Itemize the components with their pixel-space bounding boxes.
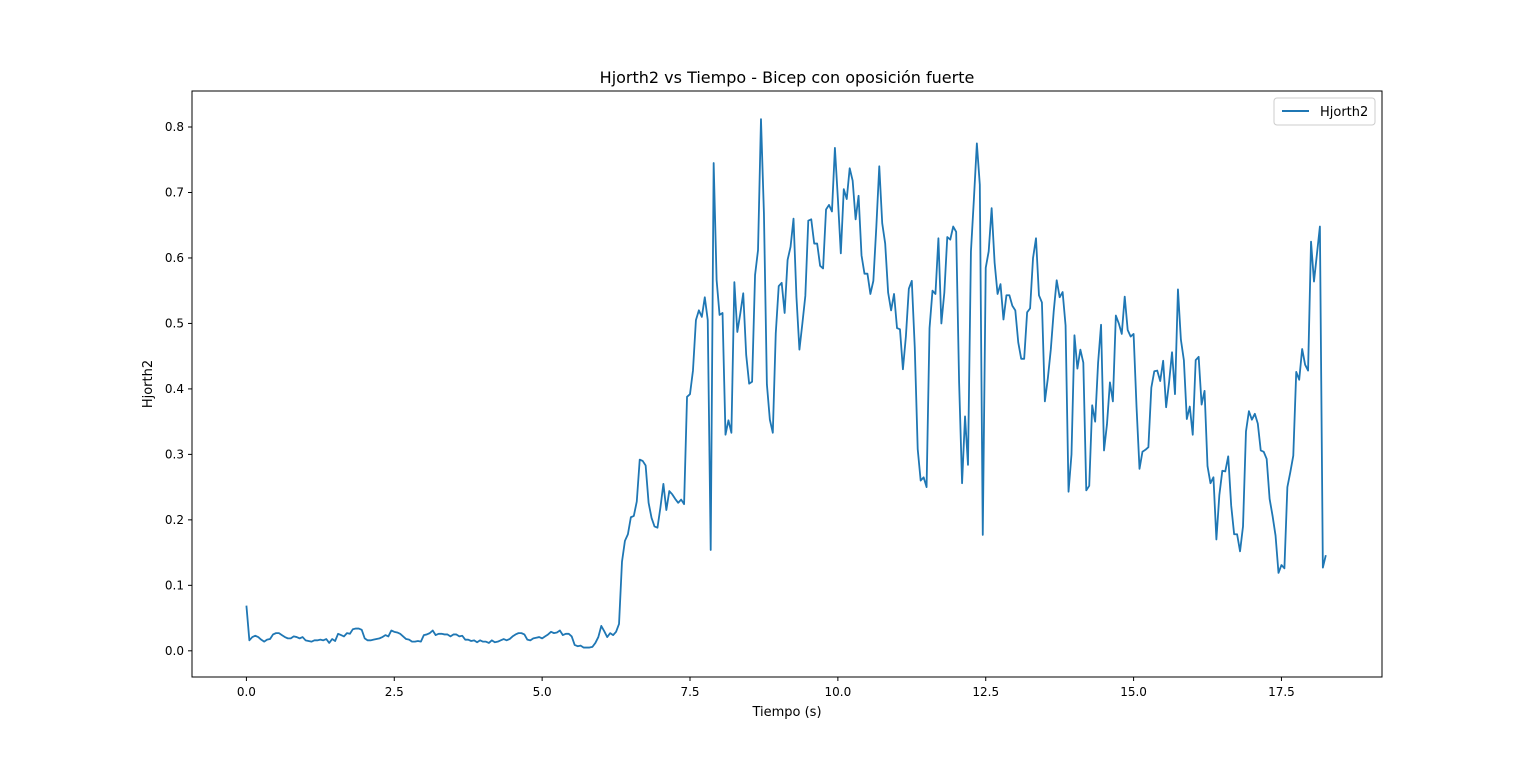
y-tick-label: 0.5	[165, 316, 184, 330]
axes-frame	[191, 90, 1383, 678]
y-tick-label: 0.7	[165, 185, 184, 199]
x-tick-label: 10.0	[825, 685, 852, 699]
x-tick-label: 2.5	[385, 685, 404, 699]
y-tick-label: 0.6	[165, 251, 184, 265]
y-tick-label: 0.2	[165, 513, 184, 527]
legend-box	[1273, 97, 1376, 126]
y-tick-label: 0.4	[165, 382, 184, 396]
x-tick-label: 17.5	[1268, 685, 1295, 699]
x-tick-label: 15.0	[1120, 685, 1147, 699]
x-axis-ticks: 0.0 2.5 5.0 7.5 10.0 12.5 15.0 17.5	[237, 677, 1295, 699]
y-tick-label: 0.8	[165, 120, 184, 134]
y-tick-label: 0.0	[165, 644, 184, 658]
series-line-hjorth2	[245, 118, 1327, 649]
y-tick-label: 0.3	[165, 447, 184, 461]
chart-title: Hjorth2 vs Tiempo - Bicep con oposición …	[600, 68, 975, 87]
x-tick-label: 0.0	[237, 685, 256, 699]
y-axis-label: Hjorth2	[141, 360, 156, 408]
x-axis-label: Tiempo (s)	[751, 705, 821, 720]
legend-label-hjorth2: Hjorth2	[1320, 105, 1368, 120]
y-tick-label: 0.1	[165, 578, 184, 592]
legend: Hjorth2	[1273, 97, 1376, 126]
x-tick-label: 5.0	[533, 685, 552, 699]
x-tick-label: 12.5	[972, 685, 999, 699]
y-axis-ticks: 0.0 0.1 0.2 0.3 0.4 0.5 0.6 0.7 0.8	[165, 120, 192, 658]
x-tick-label: 7.5	[680, 685, 699, 699]
